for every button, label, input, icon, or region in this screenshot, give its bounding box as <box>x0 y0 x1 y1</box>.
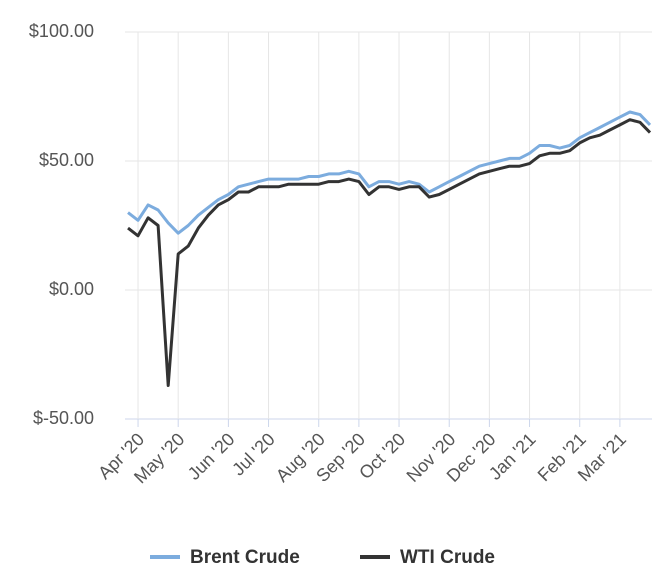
x-tick-label: Jun '20 <box>184 429 239 484</box>
line-series <box>127 118 652 387</box>
x-tick-label: Oct '20 <box>355 429 409 483</box>
y-tick-label: $0.00 <box>49 279 94 299</box>
legend-label: Brent Crude <box>190 547 300 568</box>
y-tick-label: $-50.00 <box>33 408 94 428</box>
y-tick-label: $100.00 <box>29 21 94 41</box>
legend-label: WTI Crude <box>400 547 495 568</box>
line-series <box>127 110 652 235</box>
y-tick-label: $50.00 <box>39 150 94 170</box>
